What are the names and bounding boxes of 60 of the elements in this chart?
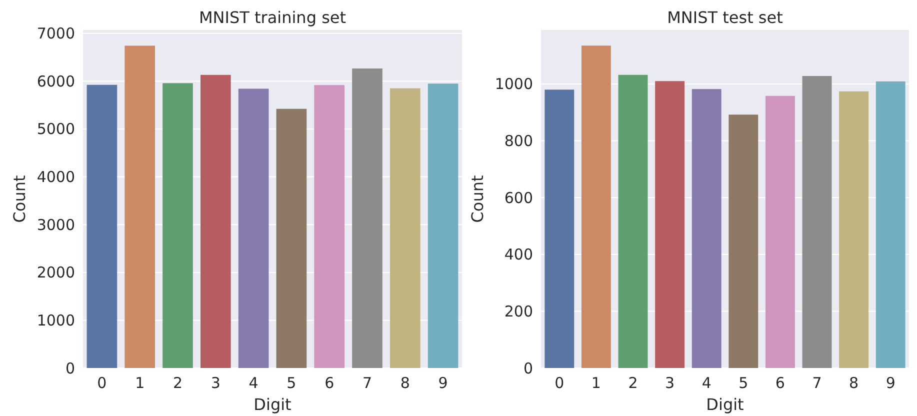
y-tick-label: 5000 [36,120,75,138]
x-tick-label: 4 [702,374,712,392]
x-tick-label: 6 [324,374,334,392]
x-axis-title: Digit [706,395,744,414]
bar [276,108,307,368]
x-tick-label: 9 [438,374,448,392]
chart-title: MNIST test set [667,8,783,27]
y-tick-label: 1000 [494,75,533,94]
y-tick-label: 6000 [36,72,75,90]
x-axis-title: Digit [254,395,292,414]
y-tick-label: 3000 [36,216,75,234]
x-tick-label: 2 [628,374,638,392]
bar [428,84,458,368]
x-tick-label: 3 [210,374,220,392]
x-tick-label: 7 [812,374,822,392]
bar [238,88,269,368]
bar [876,81,906,368]
y-tick-label: 4000 [36,168,75,186]
bar [124,46,156,368]
y-tick-label: 600 [504,188,533,207]
bar [728,114,758,368]
bar [655,81,685,368]
y-axis-title: Count [468,175,487,223]
x-tick-label: 4 [248,374,258,392]
bar [352,68,382,368]
x-tick-label: 8 [400,374,410,392]
x-tick-label: 0 [97,374,107,392]
x-tick-label: 8 [849,374,859,392]
bar [802,76,832,368]
bar [86,84,118,368]
y-tick-label: 400 [504,246,533,264]
x-tick-label: 5 [286,374,296,392]
x-tick-label: 7 [362,374,372,392]
y-tick-label: 0 [65,359,75,378]
x-tick-label: 1 [591,374,601,392]
y-tick-label: 1000 [36,311,75,330]
bar [618,74,648,368]
x-tick-label: 3 [665,374,675,392]
x-tick-label: 1 [135,374,145,392]
y-tick-label: 7000 [36,24,75,43]
x-tick-label: 5 [738,374,748,392]
y-tick-label: 200 [504,302,533,320]
x-tick-label: 2 [172,374,183,392]
y-tick-label: 800 [504,132,533,150]
bar [162,83,193,368]
bar [692,89,722,368]
y-tick-label: 0 [523,359,533,378]
x-tick-label: 6 [775,374,785,392]
bar [200,74,231,368]
chart-title: MNIST training set [198,8,346,27]
bar [839,91,869,368]
bar [581,46,611,368]
bar [390,88,420,368]
bar [765,96,795,368]
bar [314,85,345,368]
bar [544,90,574,368]
x-tick-label: 9 [886,374,896,392]
y-axis-title: Count [10,175,29,223]
y-tick-label: 2000 [36,264,75,282]
x-tick-label: 0 [554,374,564,392]
